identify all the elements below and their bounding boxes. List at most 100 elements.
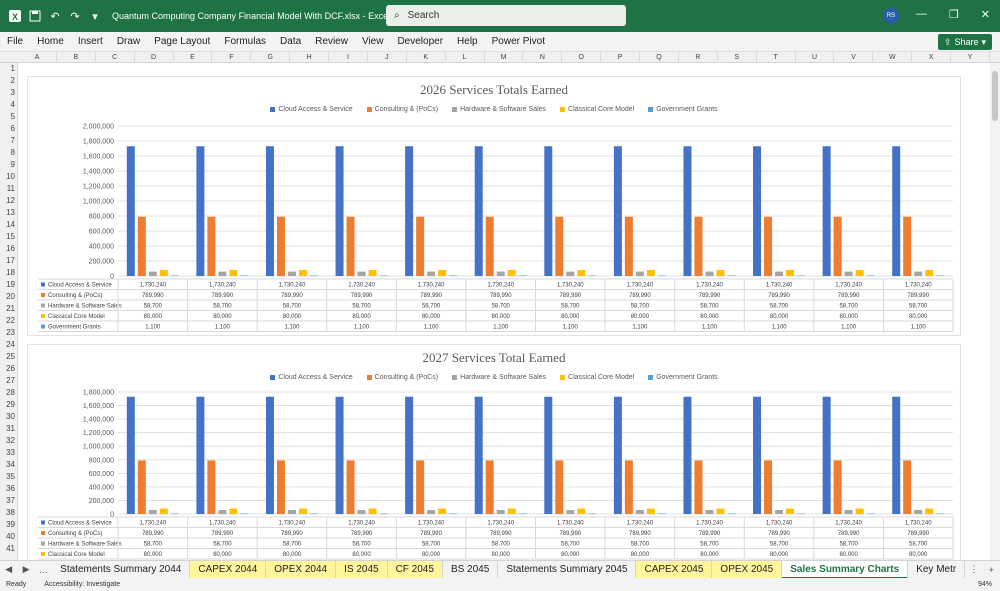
tab-capex-2045[interactable]: CAPEX 2045 bbox=[636, 560, 713, 579]
tab-bs-2045[interactable]: BS 2045 bbox=[443, 560, 499, 579]
row-number[interactable]: 31 bbox=[6, 424, 15, 433]
column-letter[interactable]: Y bbox=[951, 52, 990, 63]
save-icon[interactable] bbox=[28, 9, 42, 23]
column-letter[interactable]: T bbox=[757, 52, 796, 63]
tab-is-2045[interactable]: IS 2045 bbox=[336, 560, 388, 579]
tab-more-icon[interactable]: ⋮ bbox=[969, 564, 979, 574]
add-sheet-icon[interactable]: + bbox=[988, 564, 994, 575]
row-number[interactable]: 26 bbox=[6, 364, 15, 373]
menu-review[interactable]: Review bbox=[315, 36, 348, 47]
scrollbar-thumb[interactable] bbox=[992, 71, 998, 121]
column-letter[interactable]: H bbox=[290, 52, 330, 63]
minimize-icon[interactable]: — bbox=[915, 8, 927, 20]
row-number[interactable]: 12 bbox=[6, 196, 15, 205]
column-letter[interactable]: S bbox=[718, 52, 757, 63]
row-number[interactable]: 32 bbox=[6, 436, 15, 445]
tab-opex-2045[interactable]: OPEX 2045 bbox=[712, 560, 783, 579]
chart-2026-services[interactable]: 2026 Services Totals Earned Cloud Access… bbox=[27, 76, 961, 336]
zoom-level[interactable]: 94% bbox=[977, 581, 992, 588]
column-letter[interactable]: V bbox=[834, 52, 874, 63]
row-number[interactable]: 14 bbox=[6, 220, 15, 229]
column-letter[interactable]: I bbox=[329, 52, 368, 63]
column-letter[interactable]: N bbox=[523, 52, 563, 63]
column-letter[interactable]: R bbox=[679, 52, 718, 63]
menu-page-layout[interactable]: Page Layout bbox=[154, 36, 211, 47]
column-letter[interactable]: P bbox=[601, 52, 641, 63]
undo-icon[interactable]: ↶ bbox=[50, 10, 60, 23]
column-letter[interactable]: D bbox=[135, 52, 174, 63]
row-number[interactable]: 15 bbox=[6, 232, 15, 241]
menu-power-pivot[interactable]: Power Pivot bbox=[491, 36, 545, 47]
row-number[interactable]: 38 bbox=[6, 508, 15, 517]
row-number[interactable]: 18 bbox=[6, 268, 15, 277]
row-number[interactable]: 37 bbox=[6, 496, 15, 505]
column-letter[interactable]: W bbox=[873, 52, 913, 63]
row-number[interactable]: 33 bbox=[6, 448, 15, 457]
row-number[interactable]: 21 bbox=[6, 304, 15, 313]
menu-view[interactable]: View bbox=[361, 36, 384, 47]
more-tabs-icon[interactable]: … bbox=[38, 564, 48, 575]
column-letter[interactable]: U bbox=[796, 52, 835, 63]
row-number[interactable]: 30 bbox=[6, 412, 15, 421]
row-number[interactable]: 27 bbox=[6, 376, 15, 385]
tab-statements-summary-2045[interactable]: Statements Summary 2045 bbox=[498, 560, 637, 579]
row-number[interactable]: 2 bbox=[10, 76, 15, 85]
tab-scroll-left-icon[interactable]: ◀ bbox=[5, 564, 13, 574]
menu-help[interactable]: Help bbox=[457, 36, 478, 47]
tab-scroll-right-icon[interactable]: ▶ bbox=[22, 564, 30, 574]
column-letter[interactable]: O bbox=[562, 52, 602, 63]
row-number[interactable]: 41 bbox=[6, 544, 15, 553]
row-number[interactable]: 40 bbox=[6, 532, 15, 541]
redo-icon[interactable]: ↷ bbox=[70, 10, 80, 23]
column-letter[interactable]: L bbox=[446, 52, 485, 63]
menu-formulas[interactable]: Formulas bbox=[224, 36, 267, 47]
menu-file[interactable]: File bbox=[7, 36, 24, 47]
row-number[interactable]: 29 bbox=[6, 400, 15, 409]
column-letter[interactable]: M bbox=[485, 52, 524, 63]
avatar[interactable]: RS bbox=[883, 8, 899, 24]
share-button[interactable]: ⇪ Share ▾ bbox=[937, 34, 992, 50]
row-number[interactable]: 19 bbox=[6, 280, 15, 289]
tab-sales-summary-charts[interactable]: Sales Summary Charts bbox=[782, 560, 909, 579]
row-number[interactable]: 36 bbox=[6, 484, 15, 493]
row-number[interactable]: 5 bbox=[10, 112, 15, 121]
customize-toolbar-icon[interactable]: ▾ bbox=[92, 10, 98, 23]
column-letter[interactable]: G bbox=[251, 52, 291, 63]
tab-cf-2045[interactable]: CF 2045 bbox=[387, 560, 443, 579]
search-input[interactable]: ⌕ Search bbox=[386, 5, 626, 26]
row-number[interactable]: 25 bbox=[6, 352, 15, 361]
accessibility-status[interactable]: Accessibility: Investigate bbox=[44, 581, 121, 588]
row-number[interactable]: 35 bbox=[6, 472, 15, 481]
column-letter[interactable]: B bbox=[57, 52, 96, 63]
column-letter[interactable]: E bbox=[174, 52, 213, 63]
row-number[interactable]: 6 bbox=[10, 124, 15, 133]
tab-key-metrics[interactable]: Key Metr bbox=[908, 560, 966, 579]
column-letter[interactable]: C bbox=[96, 52, 135, 63]
row-number[interactable]: 34 bbox=[6, 460, 15, 469]
row-number[interactable]: 10 bbox=[6, 172, 15, 181]
column-letter[interactable]: K bbox=[407, 52, 446, 63]
row-number[interactable]: 8 bbox=[10, 148, 15, 157]
row-number[interactable]: 7 bbox=[10, 136, 15, 145]
column-letter[interactable]: F bbox=[212, 52, 252, 63]
menu-data[interactable]: Data bbox=[280, 36, 302, 47]
row-number[interactable]: 16 bbox=[6, 244, 15, 253]
row-number[interactable]: 39 bbox=[6, 520, 15, 529]
chart-2027-services[interactable]: 2027 Services Total Earned Cloud Access … bbox=[27, 344, 961, 560]
row-number[interactable]: 3 bbox=[10, 88, 15, 97]
menu-developer[interactable]: Developer bbox=[397, 36, 444, 47]
tab-capex-2044[interactable]: CAPEX 2044 bbox=[190, 560, 267, 579]
menu-insert[interactable]: Insert bbox=[77, 36, 103, 47]
menu-home[interactable]: Home bbox=[37, 36, 64, 47]
menu-draw[interactable]: Draw bbox=[116, 36, 141, 47]
row-number[interactable]: 4 bbox=[10, 100, 15, 109]
row-number[interactable]: 9 bbox=[10, 160, 15, 169]
row-number[interactable]: 22 bbox=[6, 316, 15, 325]
column-letter[interactable]: J bbox=[368, 52, 407, 63]
close-icon[interactable]: ✕ bbox=[980, 9, 990, 21]
tab-opex-2044[interactable]: OPEX 2044 bbox=[266, 560, 337, 579]
tab-statements-summary-2044[interactable]: Statements Summary 2044 bbox=[52, 560, 191, 579]
row-number[interactable]: 20 bbox=[6, 292, 15, 301]
row-number[interactable]: 1 bbox=[10, 64, 15, 73]
